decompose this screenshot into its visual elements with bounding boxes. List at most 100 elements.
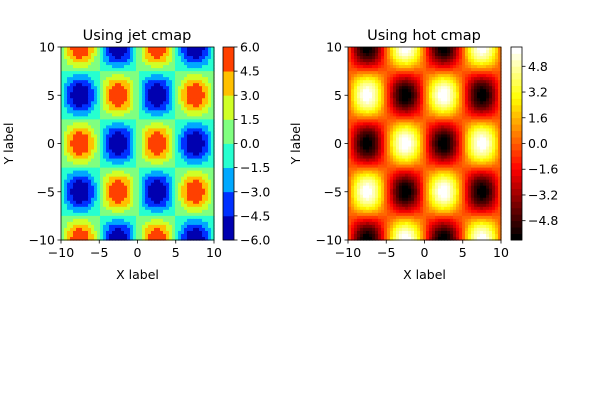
contour-cell	[178, 149, 182, 154]
contour-cell	[172, 125, 176, 130]
contour-cell	[100, 95, 104, 99]
contour-cell	[208, 77, 212, 81]
contour-cell	[411, 122, 415, 127]
contour-cell	[432, 62, 436, 66]
contour-cell	[202, 155, 206, 160]
contour-cell	[163, 179, 167, 184]
contour-cell	[211, 203, 215, 208]
contour-cell	[79, 71, 83, 75]
contour-cell	[396, 104, 400, 108]
contour-cell	[154, 62, 158, 66]
contour-cell	[133, 191, 137, 196]
contour-cell	[447, 77, 451, 81]
contour-cell	[384, 56, 388, 60]
contour-cell	[193, 221, 197, 226]
contour-cell	[348, 56, 352, 60]
contour-cell	[112, 116, 116, 120]
contour-cell	[172, 62, 176, 66]
contour-cell	[154, 110, 158, 114]
contour-cell	[133, 101, 137, 105]
contour-cell	[88, 62, 92, 66]
contour-cell	[175, 122, 179, 127]
contour-cell	[175, 143, 179, 148]
contour-cell	[115, 152, 119, 157]
contour-cell	[76, 197, 80, 202]
contour-cell	[420, 107, 424, 111]
contour-cell	[163, 65, 167, 69]
contour-cell	[450, 107, 454, 111]
contour-cell	[393, 59, 397, 63]
contour-cell	[67, 56, 71, 60]
contour-cell	[145, 215, 149, 220]
contour-cell	[91, 107, 95, 111]
contour-cell	[160, 104, 164, 108]
contour-cell	[187, 65, 191, 69]
contour-cell	[489, 98, 493, 102]
contour-cell	[166, 152, 170, 157]
contour-cell	[175, 125, 179, 130]
contour-cell	[441, 86, 445, 90]
contour-cell	[471, 86, 475, 90]
contour-cell	[471, 59, 475, 63]
contour-cell	[375, 86, 379, 90]
contour-cell	[109, 185, 113, 190]
contour-cell	[145, 74, 149, 78]
contour-cell	[70, 53, 74, 57]
contour-cell	[211, 167, 215, 172]
contour-cell	[127, 62, 131, 66]
contour-cell	[154, 89, 158, 93]
contour-cell	[145, 119, 149, 123]
contour-cell	[82, 101, 86, 105]
contour-cell	[91, 194, 95, 199]
contour-cell	[127, 179, 131, 184]
contour-cell	[181, 119, 185, 123]
contour-cell	[426, 98, 430, 102]
contour-cell	[160, 218, 164, 223]
contour-cell	[163, 80, 167, 84]
contour-cell	[85, 230, 89, 235]
contour-cell	[145, 65, 149, 69]
contour-cell	[88, 164, 92, 169]
contour-cell	[462, 80, 466, 84]
contour-cell	[354, 134, 358, 139]
contour-cell	[82, 158, 86, 163]
contour-cell	[67, 203, 71, 208]
contour-cell	[82, 68, 86, 72]
contour-cell	[447, 62, 451, 66]
contour-cell	[199, 143, 203, 148]
contour-cell	[444, 128, 448, 133]
contour-cell	[465, 107, 469, 111]
contour-cell	[378, 122, 382, 127]
contour-cell	[85, 185, 89, 190]
contour-cell	[208, 155, 212, 160]
contour-cell	[163, 218, 167, 223]
contour-cell	[178, 158, 182, 163]
contour-cell	[208, 116, 212, 120]
contour-cell	[420, 92, 424, 96]
contour-cell	[70, 47, 74, 51]
contour-cell	[79, 122, 83, 127]
contour-cell	[169, 230, 173, 235]
colorbar-tick-label: 6.0	[240, 40, 260, 55]
contour-cell	[405, 95, 409, 99]
contour-cell	[100, 137, 104, 142]
contour-cell	[142, 179, 146, 184]
contour-cell	[408, 50, 412, 54]
contour-cell	[85, 158, 89, 163]
contour-cell	[444, 143, 448, 148]
contour-cell	[79, 164, 83, 169]
contour-cell	[351, 125, 355, 130]
contour-cell	[357, 89, 361, 93]
contour-cell	[76, 206, 80, 211]
contour-cell	[420, 134, 424, 139]
contour-cell	[157, 209, 161, 214]
contour-cell	[202, 56, 206, 60]
contour-cell	[375, 62, 379, 66]
contour-cell	[489, 62, 493, 66]
contour-cell	[142, 128, 146, 133]
contour-cell	[94, 59, 98, 63]
contour-cell	[363, 74, 367, 78]
contour-cell	[483, 86, 487, 90]
contour-cell	[157, 155, 161, 160]
contour-cell	[199, 122, 203, 127]
